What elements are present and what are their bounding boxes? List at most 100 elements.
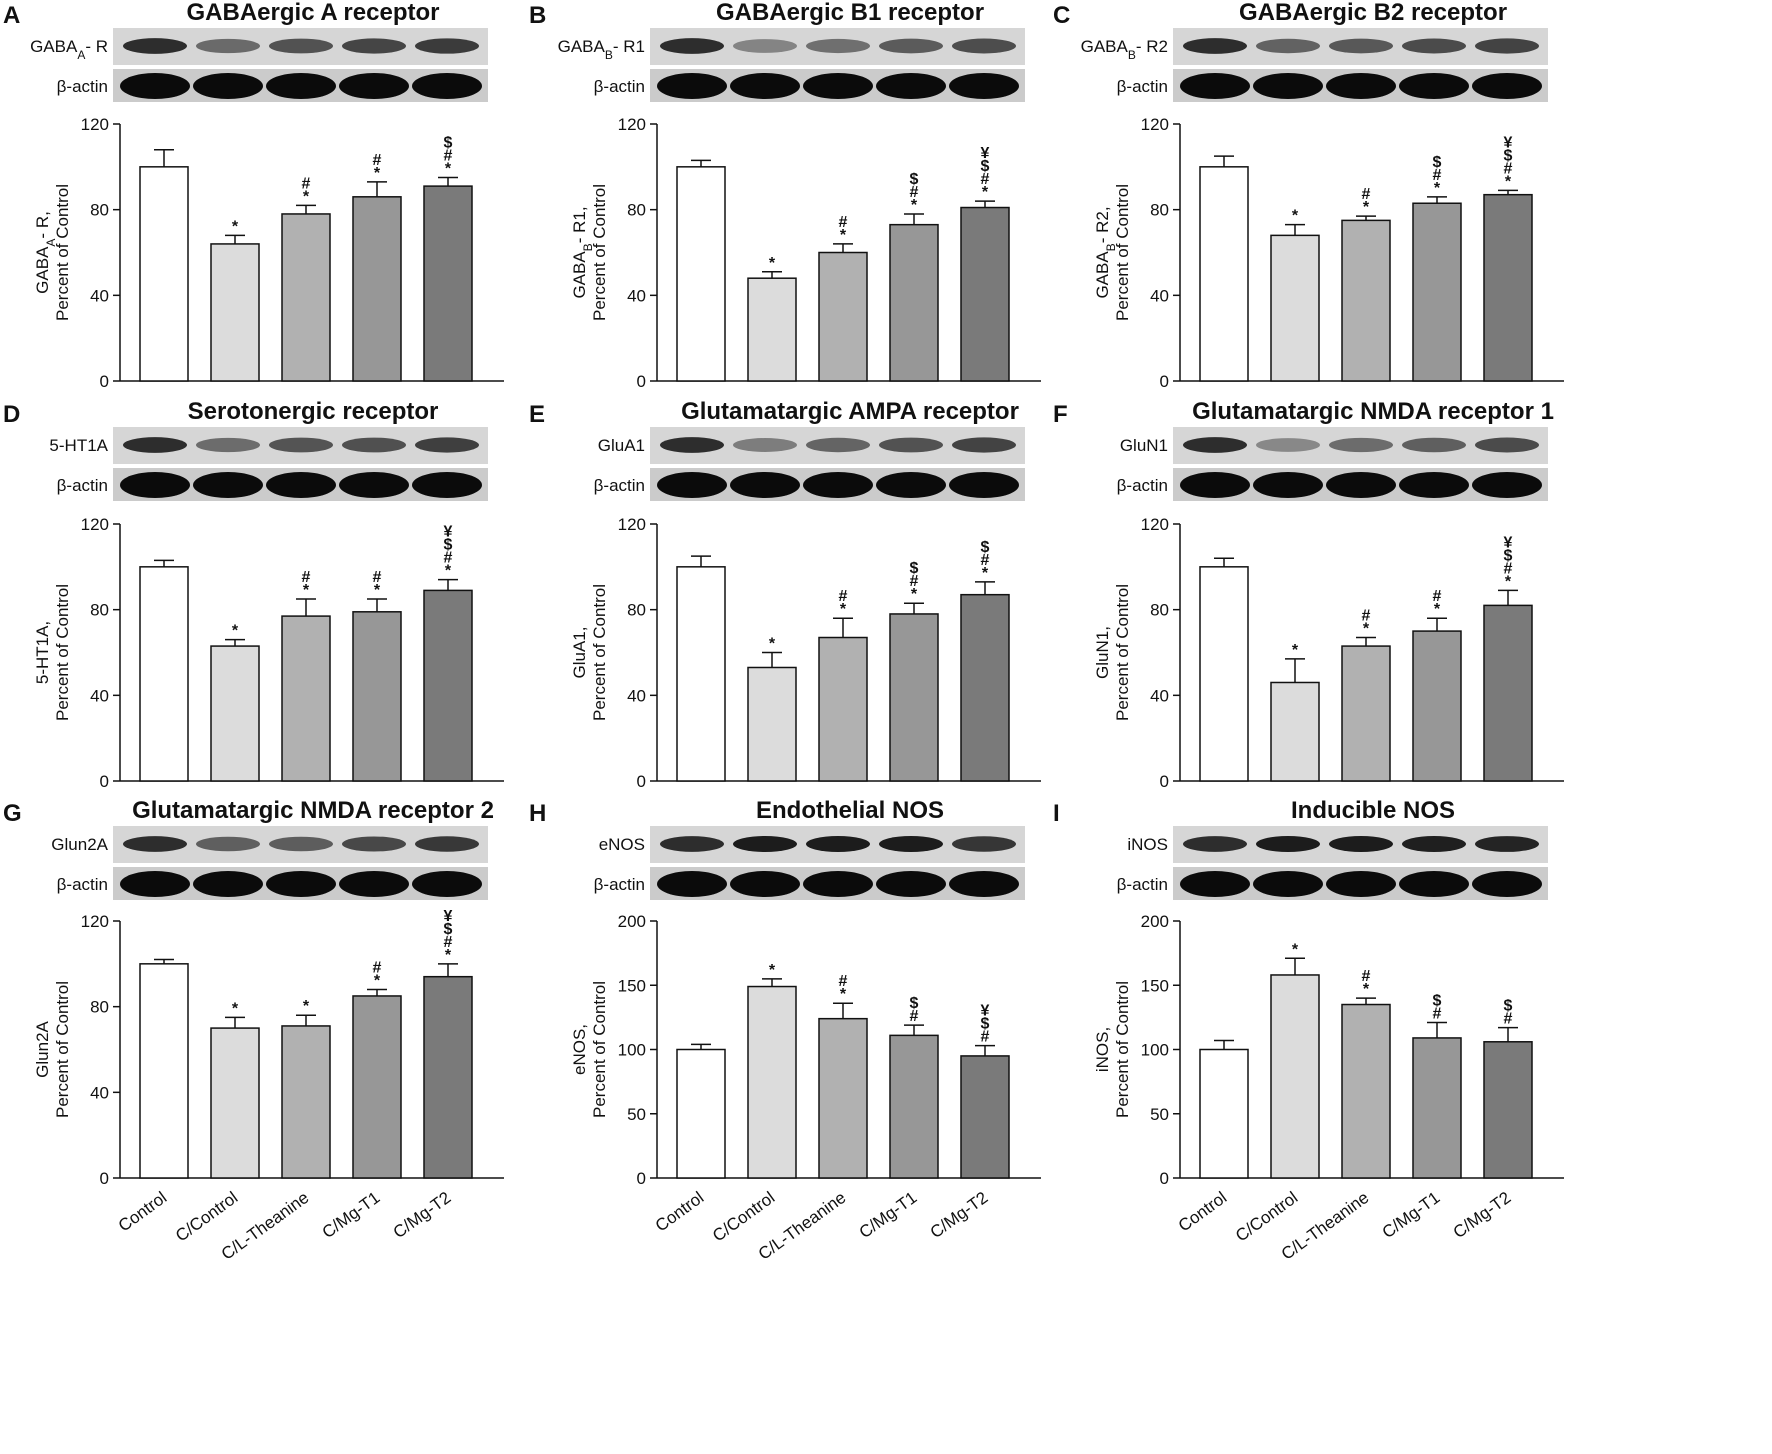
y-tick-label: 40 (627, 686, 646, 705)
y-axis-label-line2: Percent of Control (590, 981, 609, 1118)
actin-band (1399, 871, 1469, 897)
chart-panel-C: C GABAergic B2 receptor GABAB- R2 β-actin 0 4… (1053, 0, 1564, 391)
panel-title: Glutamatargic AMPA receptor (681, 398, 1019, 425)
actin-band (120, 73, 190, 99)
y-tick-label: 0 (637, 1169, 646, 1188)
blot-label: GABAB- R2 (1081, 37, 1168, 62)
actin-band (1472, 73, 1542, 99)
actin-band (657, 73, 727, 99)
significance-mark: # (839, 214, 848, 231)
significance-mark: $ (1504, 998, 1513, 1015)
actin-label: β-actin (1117, 476, 1168, 495)
blot-band (1183, 437, 1247, 453)
blot-band (415, 437, 479, 453)
actin-band (266, 73, 336, 99)
bar-4 (1412, 202, 1462, 382)
category-label: C/Mg-T2 (927, 1188, 992, 1242)
significance-mark: # (1504, 160, 1513, 177)
y-tick-label: 150 (1141, 976, 1169, 995)
significance-mark: ¥ (981, 145, 990, 162)
significance-mark: * (232, 1000, 239, 1017)
y-axis-label-line1: GABAB- R2, (1093, 206, 1118, 298)
blot-band (342, 38, 406, 54)
bar-3 (281, 213, 331, 382)
actin-band (339, 472, 409, 498)
significance-mark: $ (1433, 993, 1442, 1010)
bar-3 (1341, 645, 1391, 782)
significance-mark: $ (1504, 547, 1513, 564)
blot-band (952, 38, 1016, 54)
significance-mark: ¥ (1504, 134, 1513, 151)
significance-mark: $ (444, 537, 453, 554)
significance-mark: ¥ (444, 908, 453, 925)
actin-label: β-actin (594, 875, 645, 894)
significance-mark: # (981, 171, 990, 188)
actin-band (730, 472, 800, 498)
y-tick-label: 120 (81, 912, 109, 931)
blot-label: GluA1 (598, 436, 645, 455)
blot-band (660, 836, 724, 852)
bar-1 (1199, 566, 1249, 782)
significance-mark: * (303, 188, 310, 205)
significance-mark: # (373, 152, 382, 169)
bar-2 (747, 985, 797, 1179)
significance-mark: * (232, 623, 239, 640)
y-tick-label: 0 (1160, 772, 1169, 791)
blot-band (196, 437, 260, 453)
actin-band (1399, 472, 1469, 498)
y-tick-label: 100 (1141, 1041, 1169, 1060)
y-tick-label: 40 (1150, 286, 1169, 305)
significance-mark: # (444, 148, 453, 165)
significance-mark: * (840, 227, 847, 244)
blot-band (1475, 836, 1539, 852)
actin-band (193, 472, 263, 498)
y-tick-label: 80 (627, 601, 646, 620)
significance-mark: * (769, 255, 776, 272)
significance-mark: # (373, 569, 382, 586)
significance-mark: * (1292, 941, 1299, 958)
actin-band (1326, 871, 1396, 897)
y-tick-label: 0 (1160, 372, 1169, 391)
blot-band (123, 836, 187, 852)
blot-label: Glun2A (51, 835, 108, 854)
actin-band (1399, 73, 1469, 99)
y-tick-label: 0 (637, 772, 646, 791)
y-axis-label-line2: Percent of Control (590, 584, 609, 721)
significance-mark: * (840, 986, 847, 1003)
blot-label: 5-HT1A (49, 436, 108, 455)
y-tick-label: 100 (618, 1041, 646, 1060)
y-axis-label-line2: Percent of Control (1113, 184, 1132, 321)
category-label: C/Mg-T1 (319, 1188, 384, 1242)
actin-band (120, 871, 190, 897)
blot-band (879, 836, 943, 852)
blot-band (879, 437, 943, 453)
y-tick-label: 80 (627, 201, 646, 220)
blot-band (342, 836, 406, 852)
significance-mark: $ (444, 135, 453, 152)
blot-band (1183, 836, 1247, 852)
panel-letter: B (529, 2, 546, 29)
y-tick-label: 200 (1141, 912, 1169, 931)
significance-mark: * (374, 973, 381, 990)
blot-band (1402, 38, 1466, 54)
y-tick-label: 40 (627, 286, 646, 305)
actin-band (949, 73, 1019, 99)
actin-band (1253, 472, 1323, 498)
significance-mark: $ (444, 921, 453, 938)
blot-band (733, 39, 797, 53)
actin-band (730, 871, 800, 897)
blot-band (1183, 38, 1247, 54)
bar-5 (423, 185, 473, 382)
blot-band (269, 38, 333, 54)
blot-band (415, 836, 479, 852)
panel-title: Glutamatargic NMDA receptor 1 (1192, 398, 1554, 425)
blot-label: iNOS (1127, 835, 1168, 854)
bar-2 (1270, 974, 1320, 1179)
actin-band (1326, 472, 1396, 498)
actin-band (1472, 871, 1542, 897)
blot-band (660, 437, 724, 453)
significance-mark: $ (1433, 154, 1442, 171)
blot-label: GluN1 (1120, 436, 1168, 455)
significance-mark: # (1362, 968, 1371, 985)
bar-2 (1270, 681, 1320, 782)
